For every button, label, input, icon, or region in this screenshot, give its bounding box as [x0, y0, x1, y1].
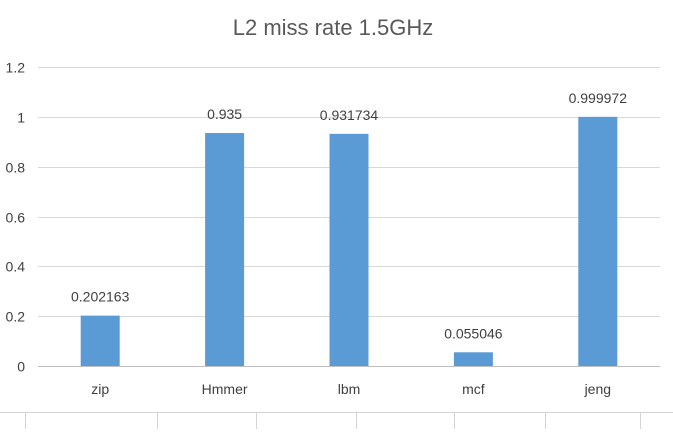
data-labels: 0.202163 0.935 0.931734 0.055046 0.999972: [71, 90, 627, 341]
x-axis-tick-labels: zip Hmmer lbm mcf jeng: [91, 381, 611, 397]
data-label: 0.931734: [320, 107, 379, 123]
bar: [205, 133, 245, 366]
data-label: 0.055046: [444, 325, 503, 341]
y-tick-label: 0: [17, 359, 25, 375]
bars: [80, 116, 618, 367]
bottom-frame: [0, 412, 673, 429]
x-tick-label: zip: [91, 381, 109, 397]
data-label: 0.999972: [569, 90, 628, 106]
bar: [578, 116, 618, 367]
data-label: 0.202163: [71, 289, 130, 305]
bar: [329, 133, 369, 366]
x-tick-label: lbm: [338, 381, 361, 397]
y-tick-label: 1.2: [6, 60, 26, 76]
y-tick-label: 0.2: [6, 309, 26, 325]
bar: [453, 352, 493, 366]
bar: [80, 315, 120, 366]
y-tick-label: 0.8: [6, 160, 26, 176]
y-tick-label: 0.6: [6, 210, 26, 226]
y-tick-label: 0.4: [6, 259, 26, 275]
chart-title: L2 miss rate 1.5GHz: [233, 15, 434, 40]
x-tick-label: mcf: [462, 381, 485, 397]
x-tick-label: Hmmer: [202, 381, 248, 397]
data-label: 0.935: [207, 106, 242, 122]
y-tick-label: 1: [17, 110, 25, 126]
x-tick-label: jeng: [584, 381, 611, 397]
y-axis-tick-labels: 0 0.2 0.4 0.6 0.8 1 1.2: [6, 60, 26, 375]
